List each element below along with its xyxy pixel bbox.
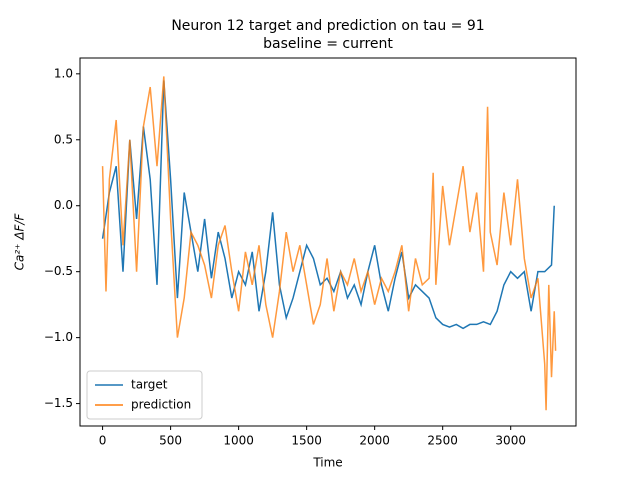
x-tick-label: 1000 xyxy=(223,434,254,448)
chart-subtitle: baseline = current xyxy=(263,36,393,52)
chart-title: Neuron 12 target and prediction on tau =… xyxy=(171,18,484,34)
y-axis-label: Ca²⁺ ΔF/F xyxy=(13,213,27,271)
x-tick-label: 2500 xyxy=(427,434,458,448)
x-tick-label: 500 xyxy=(159,434,182,448)
y-tick-label: 0.5 xyxy=(54,132,73,146)
x-tick-label: 1500 xyxy=(291,434,322,448)
y-tick-label: −1.5 xyxy=(44,396,73,410)
y-tick-label: −1.0 xyxy=(44,330,73,344)
x-tick-label: 2000 xyxy=(359,434,390,448)
y-tick-label: 0.0 xyxy=(54,198,73,212)
x-tick-label: 3000 xyxy=(495,434,526,448)
legend-label: prediction xyxy=(131,398,191,412)
legend-box xyxy=(86,370,203,420)
x-axis-label: Time xyxy=(312,456,342,470)
legend-label: target xyxy=(131,378,168,392)
line-series xyxy=(101,76,557,411)
y-tick-label: −0.5 xyxy=(44,264,73,278)
y-tick-label: 1.0 xyxy=(54,66,73,80)
plot-frame xyxy=(79,57,577,427)
x-tick-label: 0 xyxy=(99,434,107,448)
